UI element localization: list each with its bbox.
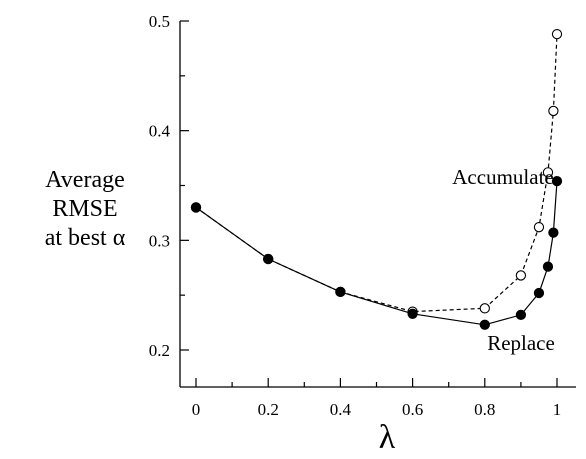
y-tick-label: 0.3 (149, 231, 170, 250)
point-replace (551, 175, 563, 187)
y-axis-label-line-3: at best α (45, 225, 126, 251)
series-label-replace: Replace (487, 331, 555, 355)
point-accumulate (551, 29, 563, 40)
x-axis-label: λ (379, 419, 396, 456)
series-points (190, 29, 563, 330)
axes (179, 21, 576, 388)
x-tick-label: 0 (192, 400, 201, 419)
y-axis-label-line-2: RMSE (52, 196, 117, 222)
point-replace (515, 309, 527, 321)
point-accumulate (533, 222, 545, 233)
y-tick-label: 0.5 (149, 12, 170, 31)
point-accumulate (515, 270, 527, 281)
point-accumulate (479, 303, 490, 314)
point-replace (263, 253, 274, 265)
series-label-accumulate: Accumulate (452, 165, 553, 189)
x-tick-label: 1 (553, 400, 562, 419)
ticks (180, 20, 558, 387)
series-line-replace (195, 181, 558, 326)
x-tick-label: 0.8 (474, 400, 495, 419)
point-replace (335, 286, 346, 298)
y-tick-label: 0.4 (149, 122, 171, 141)
point-replace (479, 319, 490, 330)
point-replace (190, 202, 202, 213)
point-replace (542, 261, 554, 272)
point-accumulate (542, 167, 554, 178)
point-replace (407, 308, 418, 319)
tick-labels: 0.2 0.3 0.4 0.5 0 0.2 0.4 0.6 0.8 1 (149, 12, 562, 419)
x-tick-label: 0.2 (258, 400, 279, 419)
point-accumulate (548, 105, 559, 117)
point-replace (548, 227, 559, 238)
y-tick-label: 0.2 (149, 341, 170, 360)
series-lines (195, 34, 558, 326)
x-tick-label: 0.6 (402, 400, 423, 419)
x-tick-label: 0.4 (330, 400, 352, 419)
y-axis-label-line-1: Average (45, 167, 125, 193)
point-replace (533, 287, 545, 299)
